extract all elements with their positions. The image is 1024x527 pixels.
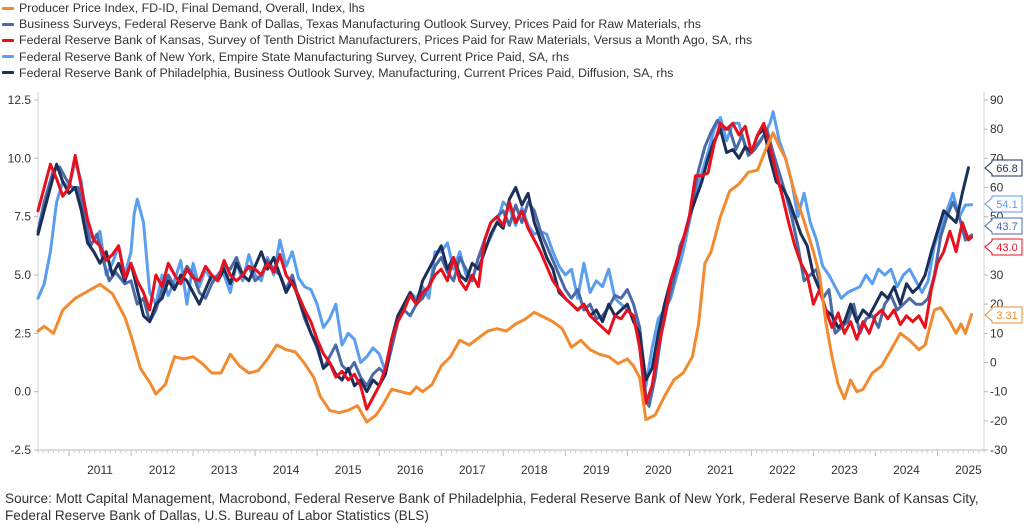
end-label-kansas: 43.0: [984, 238, 1023, 256]
legend: Producer Price Index, FD-ID, Final Deman…: [2, 0, 752, 81]
y-right-tick-label: 10: [990, 326, 1004, 340]
end-label-ppi: 3.31: [984, 306, 1023, 324]
y-right-tick-label: -30: [990, 443, 1008, 457]
y-left-tick-label: 12.5: [8, 93, 32, 107]
end-value-labels: 66.8 54.1 43.7 43.0 3.31: [984, 159, 1023, 324]
legend-label: Federal Reserve Bank of New York, Empire…: [19, 49, 570, 64]
y-left-tick-label: -2.5: [10, 443, 31, 457]
y-left-tick-label: 7.5: [14, 210, 31, 224]
series-line-philly: [36, 127, 970, 394]
y-right-tick-label: -20: [990, 414, 1008, 428]
y-right-tick-label: 90: [990, 93, 1004, 107]
legend-label: Federal Reserve Bank of Philadelphia, Bu…: [19, 65, 674, 80]
legend-label: Producer Price Index, FD-ID, Final Deman…: [19, 1, 365, 15]
legend-item-dallas: Business Surveys, Federal Reserve Bank o…: [2, 16, 752, 32]
legend-item-ppi: Producer Price Index, FD-ID, Final Deman…: [2, 0, 752, 16]
x-tick-label: 2011: [87, 463, 113, 477]
end-label-box: [984, 306, 1023, 324]
end-label-box: [984, 238, 1023, 256]
series-line-ny: [36, 110, 974, 388]
legend-swatch: [2, 55, 14, 59]
end-label-box: [984, 159, 1023, 177]
x-tick-label: 2023: [831, 463, 858, 477]
legend-label: Federal Reserve Bank of Kansas, Survey o…: [19, 33, 753, 48]
legend-swatch: [2, 6, 14, 10]
x-tick-label: 2017: [459, 463, 486, 477]
chart-axes: 12.510.07.55.02.50.0-2.59080706050403020…: [8, 92, 1008, 477]
end-label-philly: 66.8: [984, 159, 1023, 177]
source-line-2: Federal Reserve Bank of Dallas, U.S. Bur…: [5, 508, 429, 523]
legend-swatch: [2, 71, 14, 75]
x-tick-label: 2015: [335, 463, 362, 477]
source-line-1: Source: Mott Capital Management, Macrobo…: [5, 491, 979, 506]
end-label-text: 43.0: [996, 242, 1017, 254]
x-tick-label: 2019: [583, 463, 610, 477]
y-right-tick-label: 80: [990, 122, 1004, 136]
y-right-tick-label: 60: [990, 181, 1004, 195]
series-line-dallas: [36, 118, 974, 408]
end-label-text: 66.8: [996, 163, 1017, 175]
end-label-text: 3.31: [996, 310, 1017, 322]
x-tick-label: 2013: [211, 463, 238, 477]
y-left-tick-label: 0.0: [14, 385, 31, 399]
y-left-tick-label: 2.5: [14, 326, 31, 340]
x-tick-label: 2021: [707, 463, 734, 477]
series-line-ppi: [36, 131, 974, 424]
end-label-text: 43.7: [996, 221, 1017, 233]
source-note: Source: Mott Capital Management, Macrobo…: [5, 490, 1020, 524]
end-label-text: 54.1: [996, 199, 1017, 211]
y-right-tick-label: 30: [990, 268, 1004, 282]
x-tick-label: 2016: [397, 463, 424, 477]
y-right-tick-label: -10: [990, 385, 1008, 399]
end-label-ny: 54.1: [984, 195, 1023, 213]
legend-item-kansas: Federal Reserve Bank of Kansas, Survey o…: [2, 32, 752, 48]
x-tick-label: 2024: [893, 463, 920, 477]
legend-swatch: [2, 22, 14, 26]
legend-item-ny: Federal Reserve Bank of New York, Empire…: [2, 49, 752, 65]
x-tick-label: 2022: [769, 463, 796, 477]
x-tick-label: 2018: [521, 463, 548, 477]
x-tick-label: 2025: [955, 463, 982, 477]
chart-series: [36, 110, 974, 424]
end-label-box: [984, 195, 1023, 213]
legend-label: Business Surveys, Federal Reserve Bank o…: [19, 17, 701, 32]
x-tick-label: 2020: [645, 463, 672, 477]
y-right-tick-label: 0: [990, 356, 997, 370]
series-line-kansas: [36, 121, 974, 411]
y-left-tick-label: 10.0: [8, 151, 32, 165]
end-label-dallas: 43.7: [984, 217, 1023, 235]
legend-item-philly: Federal Reserve Bank of Philadelphia, Bu…: [2, 65, 752, 81]
end-label-box: [984, 217, 1023, 235]
x-tick-label: 2014: [273, 463, 300, 477]
y-left-tick-label: 5.0: [14, 268, 31, 282]
legend-swatch: [2, 38, 14, 42]
x-tick-label: 2012: [149, 463, 176, 477]
